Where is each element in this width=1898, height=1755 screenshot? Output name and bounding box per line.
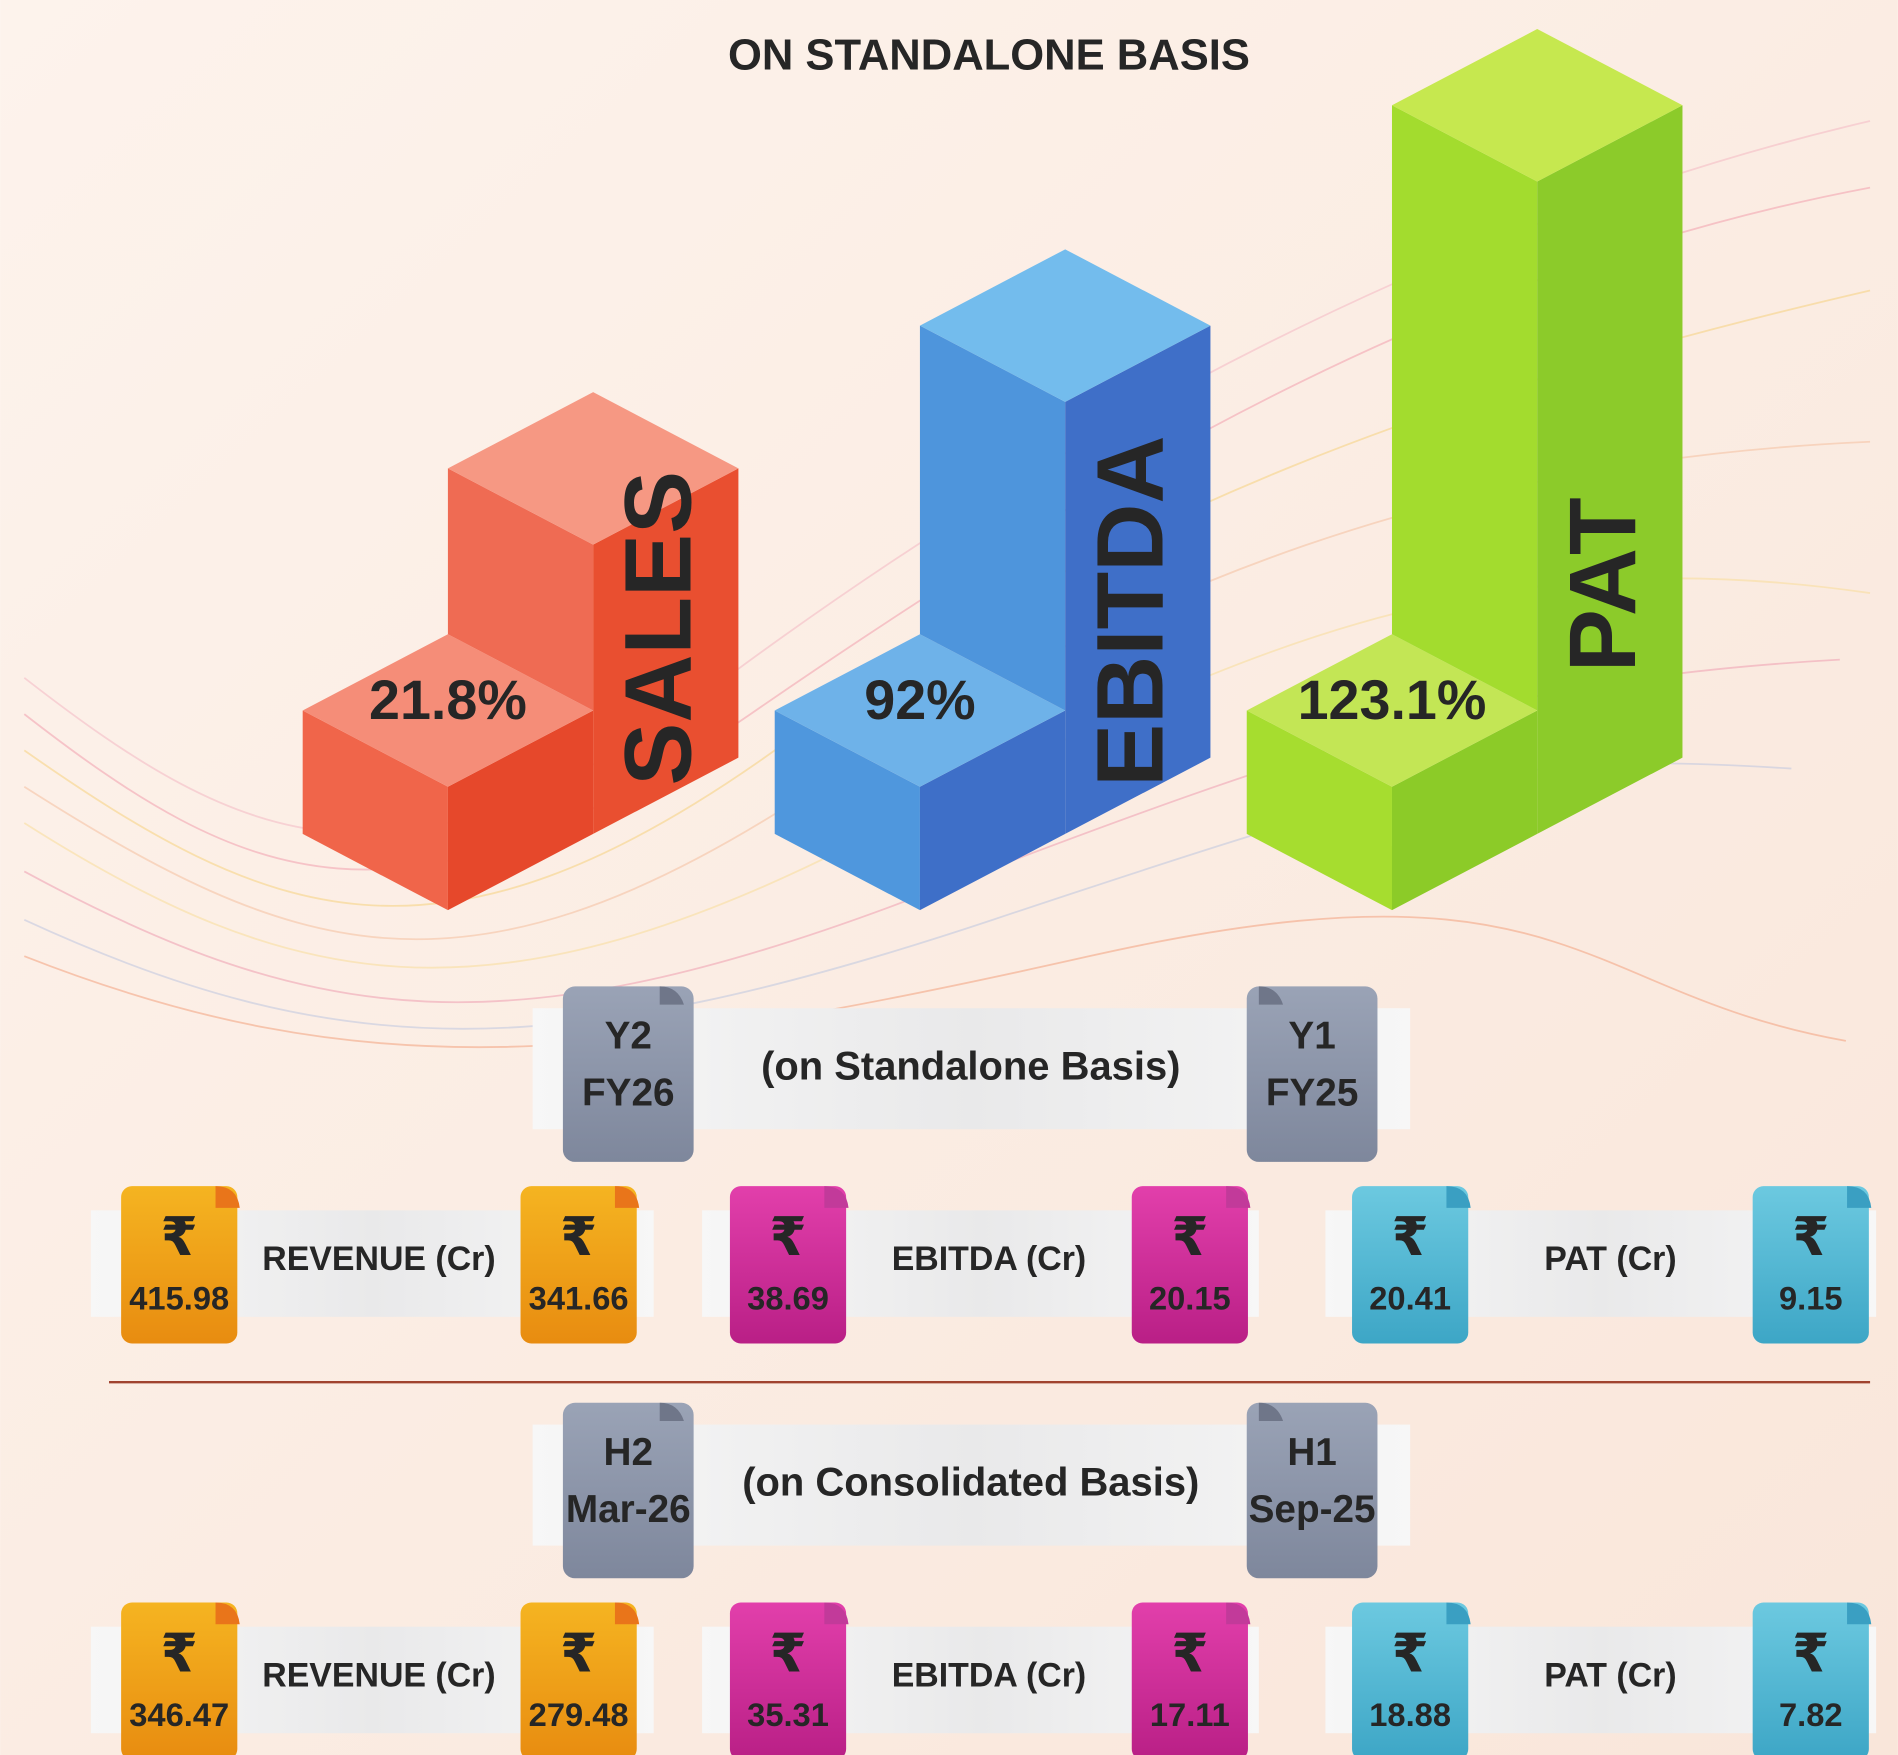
period-label: Y1 xyxy=(1288,1015,1335,1058)
metric-value: 346.47 xyxy=(129,1696,229,1733)
block-face xyxy=(1537,105,1682,834)
currency: ₹ xyxy=(161,1623,198,1685)
period-label: FY25 xyxy=(1266,1072,1359,1115)
currency: ₹ xyxy=(1392,1623,1429,1685)
growth-value: 92% xyxy=(864,669,975,731)
period-label: Y2 xyxy=(605,1015,652,1058)
metric-value: 20.15 xyxy=(1149,1280,1231,1317)
currency: ₹ xyxy=(1171,1206,1208,1268)
currency: ₹ xyxy=(161,1206,198,1268)
metric-value: 38.69 xyxy=(747,1280,829,1317)
period-label: FY26 xyxy=(582,1072,675,1115)
metric-value: 17.11 xyxy=(1150,1696,1230,1733)
bar-label: SALES xyxy=(607,471,712,786)
growth-value: 123.1% xyxy=(1298,669,1487,731)
currency: ₹ xyxy=(769,1206,806,1268)
caption: (on Consolidated Basis) xyxy=(742,1461,1199,1505)
metric-label: EBITDA (Cr) xyxy=(892,1240,1086,1278)
metric-value: 9.15 xyxy=(1779,1280,1843,1317)
period-label: H1 xyxy=(1287,1431,1337,1474)
growth-value: 21.8% xyxy=(369,669,527,731)
currency: ₹ xyxy=(1171,1623,1208,1685)
currency: ₹ xyxy=(1792,1623,1829,1685)
metric-label: PAT (Cr) xyxy=(1544,1240,1676,1278)
period-label: Sep-25 xyxy=(1249,1488,1376,1531)
metric-value: 415.98 xyxy=(129,1280,229,1317)
currency: ₹ xyxy=(1792,1206,1829,1268)
currency: ₹ xyxy=(769,1623,806,1685)
caption: (on Standalone Basis) xyxy=(761,1044,1180,1088)
metric-value: 18.88 xyxy=(1369,1696,1451,1733)
metric-value: 35.31 xyxy=(747,1696,829,1733)
page: ON STANDALONE BASIS 21.8% SALES 92% EBITDA 1… xyxy=(0,0,1898,1755)
currency: ₹ xyxy=(1392,1206,1429,1268)
period-label: Mar-26 xyxy=(566,1488,691,1531)
bar-label: EBITDA xyxy=(1079,435,1184,786)
metric-label: EBITDA (Cr) xyxy=(892,1656,1086,1694)
metric-value: 20.41 xyxy=(1369,1280,1451,1317)
metric-label: REVENUE (Cr) xyxy=(262,1240,495,1278)
currency: ₹ xyxy=(560,1206,597,1268)
metric-label: PAT (Cr) xyxy=(1544,1656,1676,1694)
title: ON STANDALONE BASIS xyxy=(728,32,1250,80)
metric-value: 341.66 xyxy=(529,1280,629,1317)
infographic: ON STANDALONE BASIS 21.8% SALES 92% EBITDA 1… xyxy=(0,0,1898,1755)
metric-label: REVENUE (Cr) xyxy=(262,1656,495,1694)
metric-value: 7.82 xyxy=(1779,1696,1843,1733)
block-face xyxy=(1392,105,1537,710)
period-label: H2 xyxy=(604,1431,654,1474)
currency: ₹ xyxy=(560,1623,597,1685)
metric-value: 279.48 xyxy=(529,1696,629,1733)
bar-label: PAT xyxy=(1551,497,1656,672)
